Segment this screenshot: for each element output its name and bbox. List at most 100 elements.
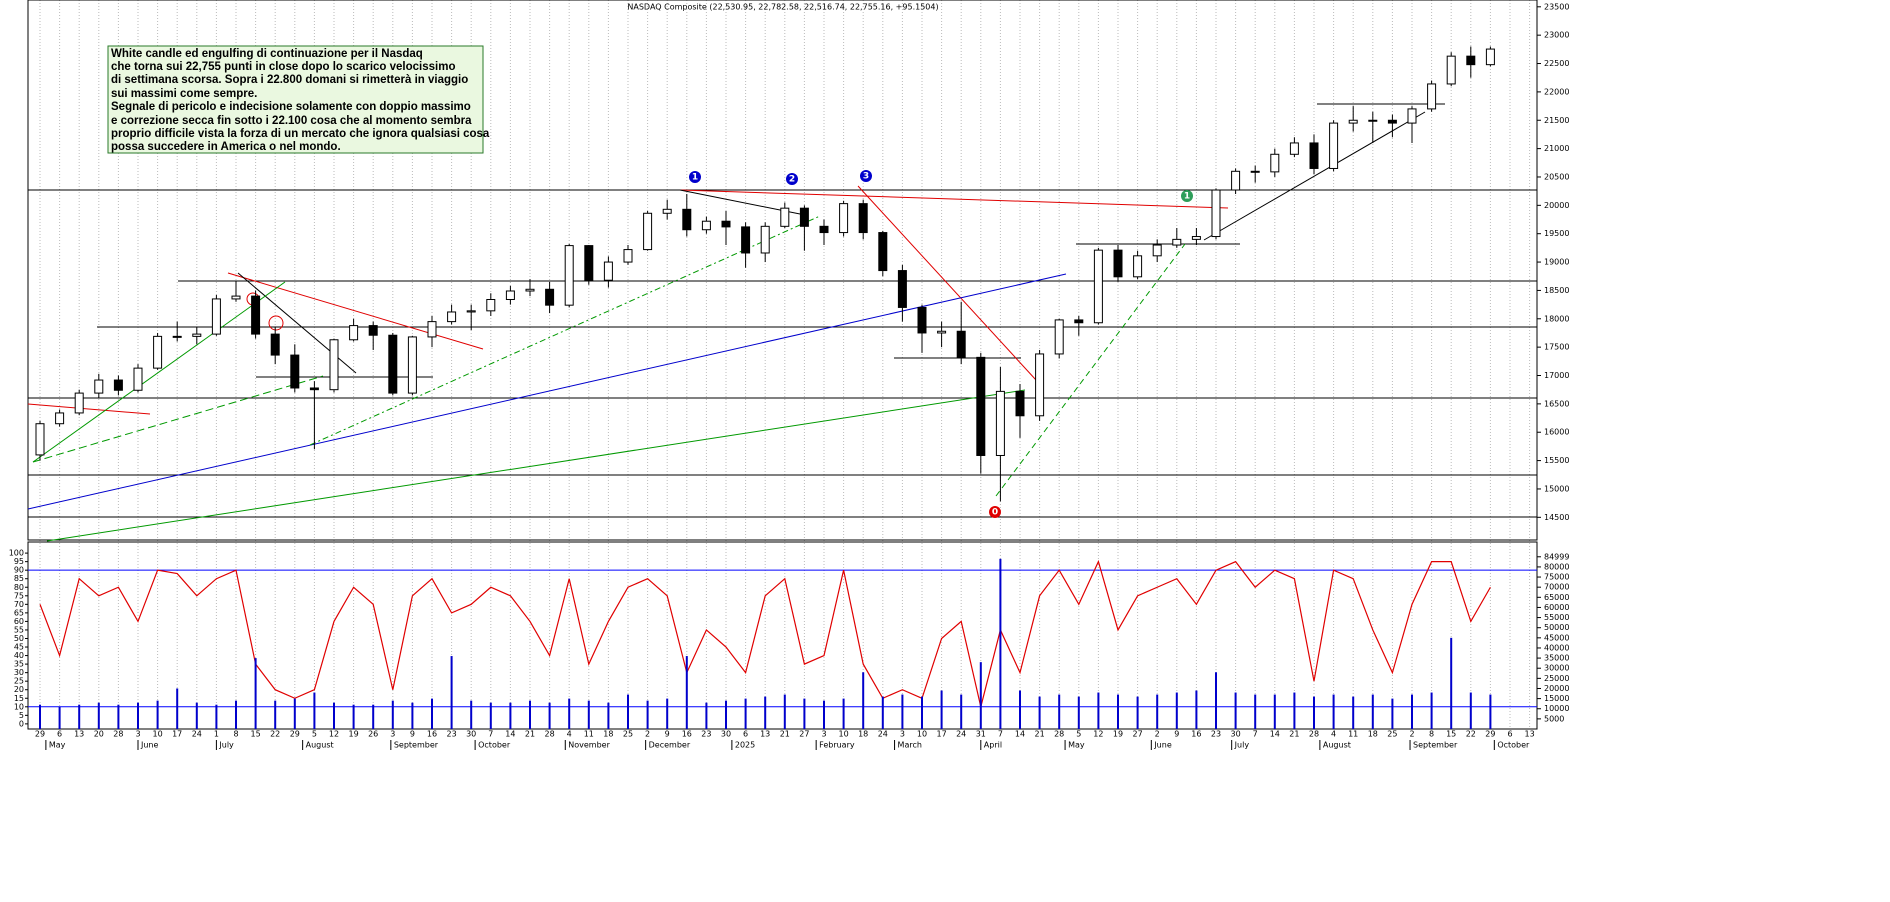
- x-tick-label: 8: [233, 730, 238, 739]
- volume-bar: [979, 662, 982, 729]
- y-tick-label: 70: [14, 600, 24, 609]
- trend-line: [1203, 111, 1426, 241]
- x-tick-label: 4: [1331, 730, 1336, 739]
- candle-body: [1329, 122, 1339, 169]
- candle-body: [55, 412, 65, 425]
- x-tick-label: 21: [1289, 730, 1299, 739]
- x-tick-label: 21: [525, 730, 535, 739]
- candle-body: [349, 325, 359, 341]
- candle-body: [1466, 55, 1476, 66]
- volume-bar: [744, 698, 747, 729]
- candle-body: [290, 354, 300, 389]
- y-tick-label: 22500: [1544, 59, 1569, 68]
- annotation-line: White candle ed engulfing di continuazio…: [111, 48, 423, 60]
- x-tick-label: 29: [1485, 730, 1495, 739]
- y-tick-label: 18500: [1544, 286, 1569, 295]
- volume-bar: [195, 702, 198, 729]
- x-tick-label: 30: [721, 730, 731, 739]
- y2-tick-label: 30000: [1544, 664, 1569, 673]
- x-tick-label: 6: [743, 730, 748, 739]
- x-tick-label: 27: [799, 730, 809, 739]
- volume-bar: [39, 704, 41, 729]
- x-tick-label: 7: [998, 730, 1003, 739]
- volume-bar: [1450, 637, 1453, 729]
- marker: [860, 170, 872, 182]
- y-tick-label: 23500: [1544, 2, 1569, 11]
- volume-bar: [1411, 694, 1413, 729]
- candle-body: [1407, 108, 1417, 124]
- y-tick-label: 17000: [1544, 371, 1569, 380]
- volume-bar: [333, 702, 335, 729]
- x-tick-label: 8: [1429, 730, 1434, 739]
- x-tick-label: 12: [329, 730, 339, 739]
- candle-body: [270, 333, 280, 356]
- x-tick-label: 18: [603, 730, 613, 739]
- trend-line: [32, 281, 286, 463]
- candle-body: [897, 270, 907, 308]
- x-tick-label: 27: [1133, 730, 1143, 739]
- x-tick-label: 20: [94, 730, 104, 739]
- x-tick-label: 9: [1174, 730, 1179, 739]
- candle-body: [701, 220, 711, 231]
- volume-bar: [666, 698, 669, 729]
- candle-body: [1485, 48, 1495, 66]
- volume-bar: [921, 696, 923, 729]
- candle-body: [74, 392, 84, 414]
- y2-tick-label: 70000: [1544, 583, 1569, 592]
- x-tick-label: 28: [545, 730, 555, 739]
- annotation-line: sui massimi come sempre.: [111, 88, 257, 100]
- marker: [689, 171, 701, 183]
- candle-body: [1191, 236, 1201, 240]
- candle-body: [976, 356, 986, 456]
- annotation-line: proprio difficile vista la forza di un m…: [111, 128, 490, 140]
- annotation-line: e correzione secca fin sotto i 22.100 co…: [111, 115, 472, 127]
- candle-body: [1387, 119, 1397, 124]
- month-label: August: [1323, 741, 1351, 750]
- x-tick-label: 23: [447, 730, 457, 739]
- volume-bar: [1332, 694, 1335, 729]
- x-tick-label: 28: [113, 730, 123, 739]
- y2-tick-label: 60000: [1544, 603, 1569, 612]
- y-tick-label: 50: [14, 634, 24, 643]
- month-label: October: [1497, 741, 1530, 750]
- x-tick-label: 2: [1155, 730, 1160, 739]
- x-tick-label: 12: [1093, 730, 1103, 739]
- candle-body: [1093, 249, 1103, 324]
- volume-bar: [548, 702, 551, 729]
- candle-body: [1211, 189, 1221, 238]
- x-tick-label: 16: [682, 730, 692, 739]
- annotation-line: che torna sui 22,755 punti in close dopo…: [111, 61, 455, 73]
- chart-title: NASDAQ Composite (22,530.95, 22,782.58, …: [627, 3, 938, 12]
- y-tick-label: 85: [14, 574, 24, 583]
- candle-body: [505, 290, 515, 300]
- x-tick-label: 24: [956, 730, 966, 739]
- x-tick-label: 14: [1015, 730, 1025, 739]
- x-tick-label: 3: [900, 730, 905, 739]
- month-label: December: [649, 741, 691, 750]
- y-tick-label: 23000: [1544, 31, 1569, 40]
- candle-body: [858, 203, 868, 234]
- volume-bar: [803, 698, 806, 729]
- x-tick-label: 2: [645, 730, 650, 739]
- candle-body: [682, 208, 692, 231]
- y-tick-label: 30: [14, 668, 24, 677]
- y2-tick-label: 15000: [1544, 694, 1569, 703]
- y-tick-label: 25: [14, 677, 24, 686]
- trend-line: [857, 185, 1037, 381]
- y-tick-label: 65: [14, 608, 24, 617]
- candle-body: [760, 225, 770, 254]
- volume-bar: [607, 702, 610, 729]
- volume-bar: [1136, 696, 1139, 729]
- candle-body: [153, 335, 163, 369]
- x-tick-label: 18: [858, 730, 868, 739]
- candle-body: [1250, 170, 1260, 173]
- candle-body: [133, 367, 143, 391]
- candle-body: [584, 245, 594, 281]
- x-tick-label: 9: [665, 730, 670, 739]
- volume-bar: [431, 698, 433, 729]
- candle-body: [368, 325, 378, 336]
- x-tick-label: 17: [937, 730, 947, 739]
- volume-bar: [1215, 672, 1217, 729]
- y2-tick-label: 80000: [1544, 562, 1569, 571]
- month-label: October: [478, 741, 511, 750]
